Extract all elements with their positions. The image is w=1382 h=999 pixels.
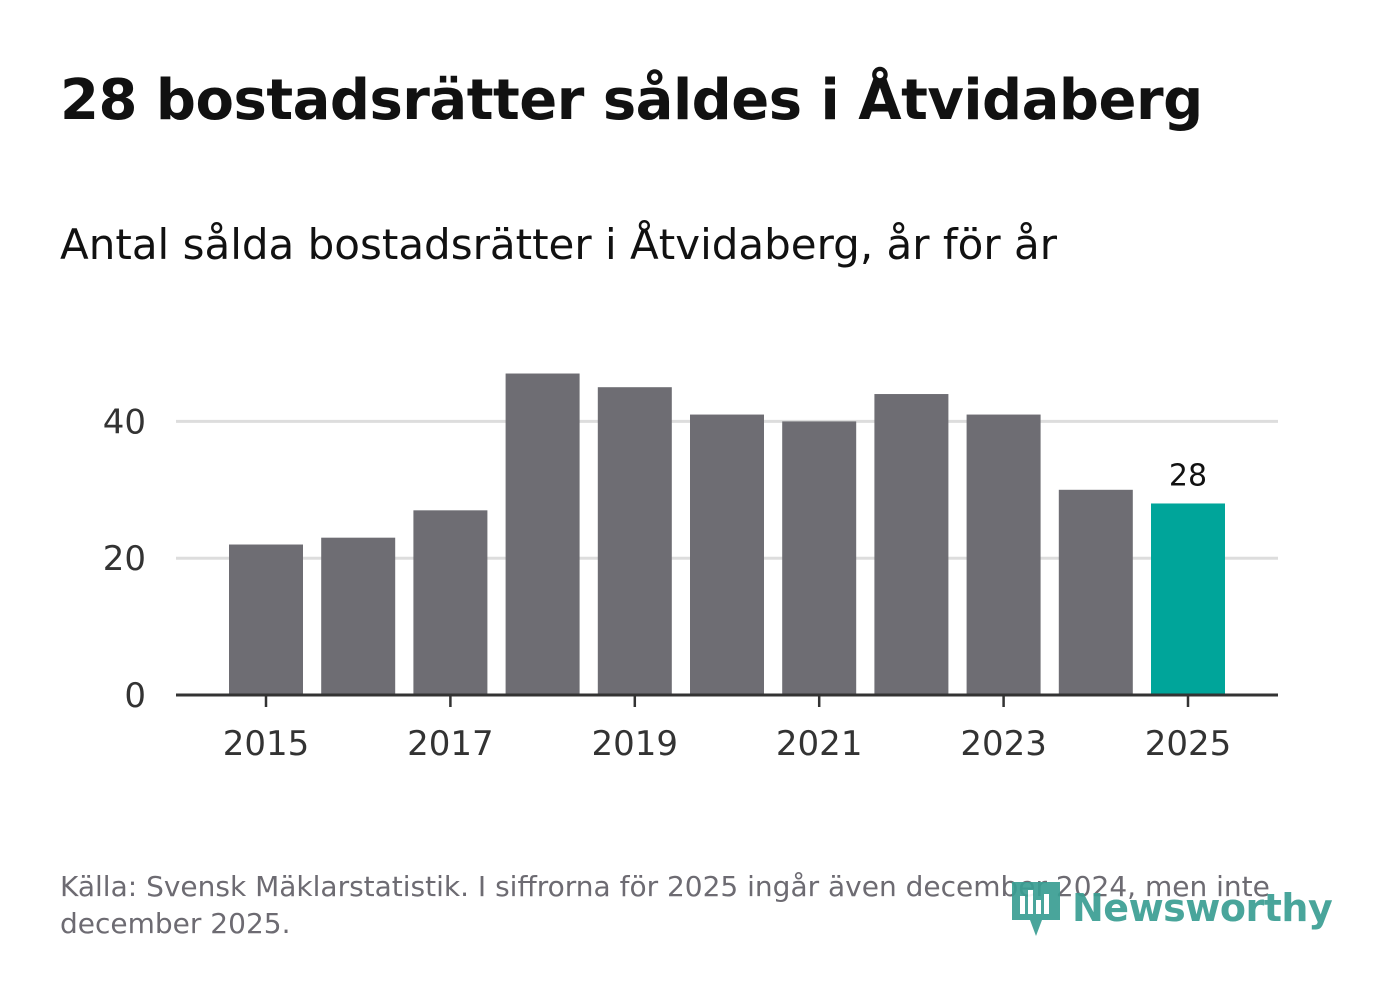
newsworthy-logo-text: Newsworthy bbox=[1072, 886, 1333, 930]
bar-2022 bbox=[874, 394, 949, 695]
y-tick-label-20: 20 bbox=[103, 539, 146, 579]
x-tick-label-2023: 2023 bbox=[960, 724, 1047, 764]
source-note: Källa: Svensk Mäklarstatistik. I siffror… bbox=[60, 870, 1270, 940]
bar-2025 bbox=[1151, 503, 1225, 695]
chart-title: 28 bostadsrätter såldes i Åtvidaberg bbox=[60, 68, 1203, 133]
x-tick-label-2019: 2019 bbox=[592, 724, 679, 764]
newsworthy-logo[interactable]: Newsworthy bbox=[1010, 878, 1333, 938]
newsworthy-logo-icon bbox=[1012, 882, 1060, 936]
bar-2021 bbox=[782, 421, 857, 695]
bar-2018 bbox=[505, 373, 580, 695]
bars bbox=[229, 373, 1225, 695]
bar-2016 bbox=[321, 537, 396, 695]
y-tick-label-40: 40 bbox=[103, 402, 146, 442]
bar-chart: 0 20 40 2015 2017 2019 2021 2023 2025 28 bbox=[103, 373, 1278, 764]
x-tick-label-2017: 2017 bbox=[407, 724, 494, 764]
bar-2017 bbox=[413, 510, 488, 695]
bar-2020 bbox=[690, 414, 764, 695]
labels: 0 20 40 2015 2017 2019 2021 2023 2025 28 bbox=[103, 402, 1232, 764]
x-tick-label-2025: 2025 bbox=[1145, 724, 1232, 764]
data-label-2025: 28 bbox=[1169, 458, 1207, 493]
bar-2015 bbox=[229, 544, 303, 695]
x-tick-label-2015: 2015 bbox=[223, 724, 310, 764]
bar-2023 bbox=[966, 414, 1041, 695]
bar-2019 bbox=[597, 387, 672, 695]
bar-2024 bbox=[1058, 489, 1133, 695]
chart-subtitle: Antal sålda bostadsrätter i Åtvidaberg, … bbox=[60, 220, 1057, 269]
y-tick-label-0: 0 bbox=[124, 676, 146, 716]
axes bbox=[176, 693, 1278, 707]
x-tick-label-2021: 2021 bbox=[776, 724, 863, 764]
